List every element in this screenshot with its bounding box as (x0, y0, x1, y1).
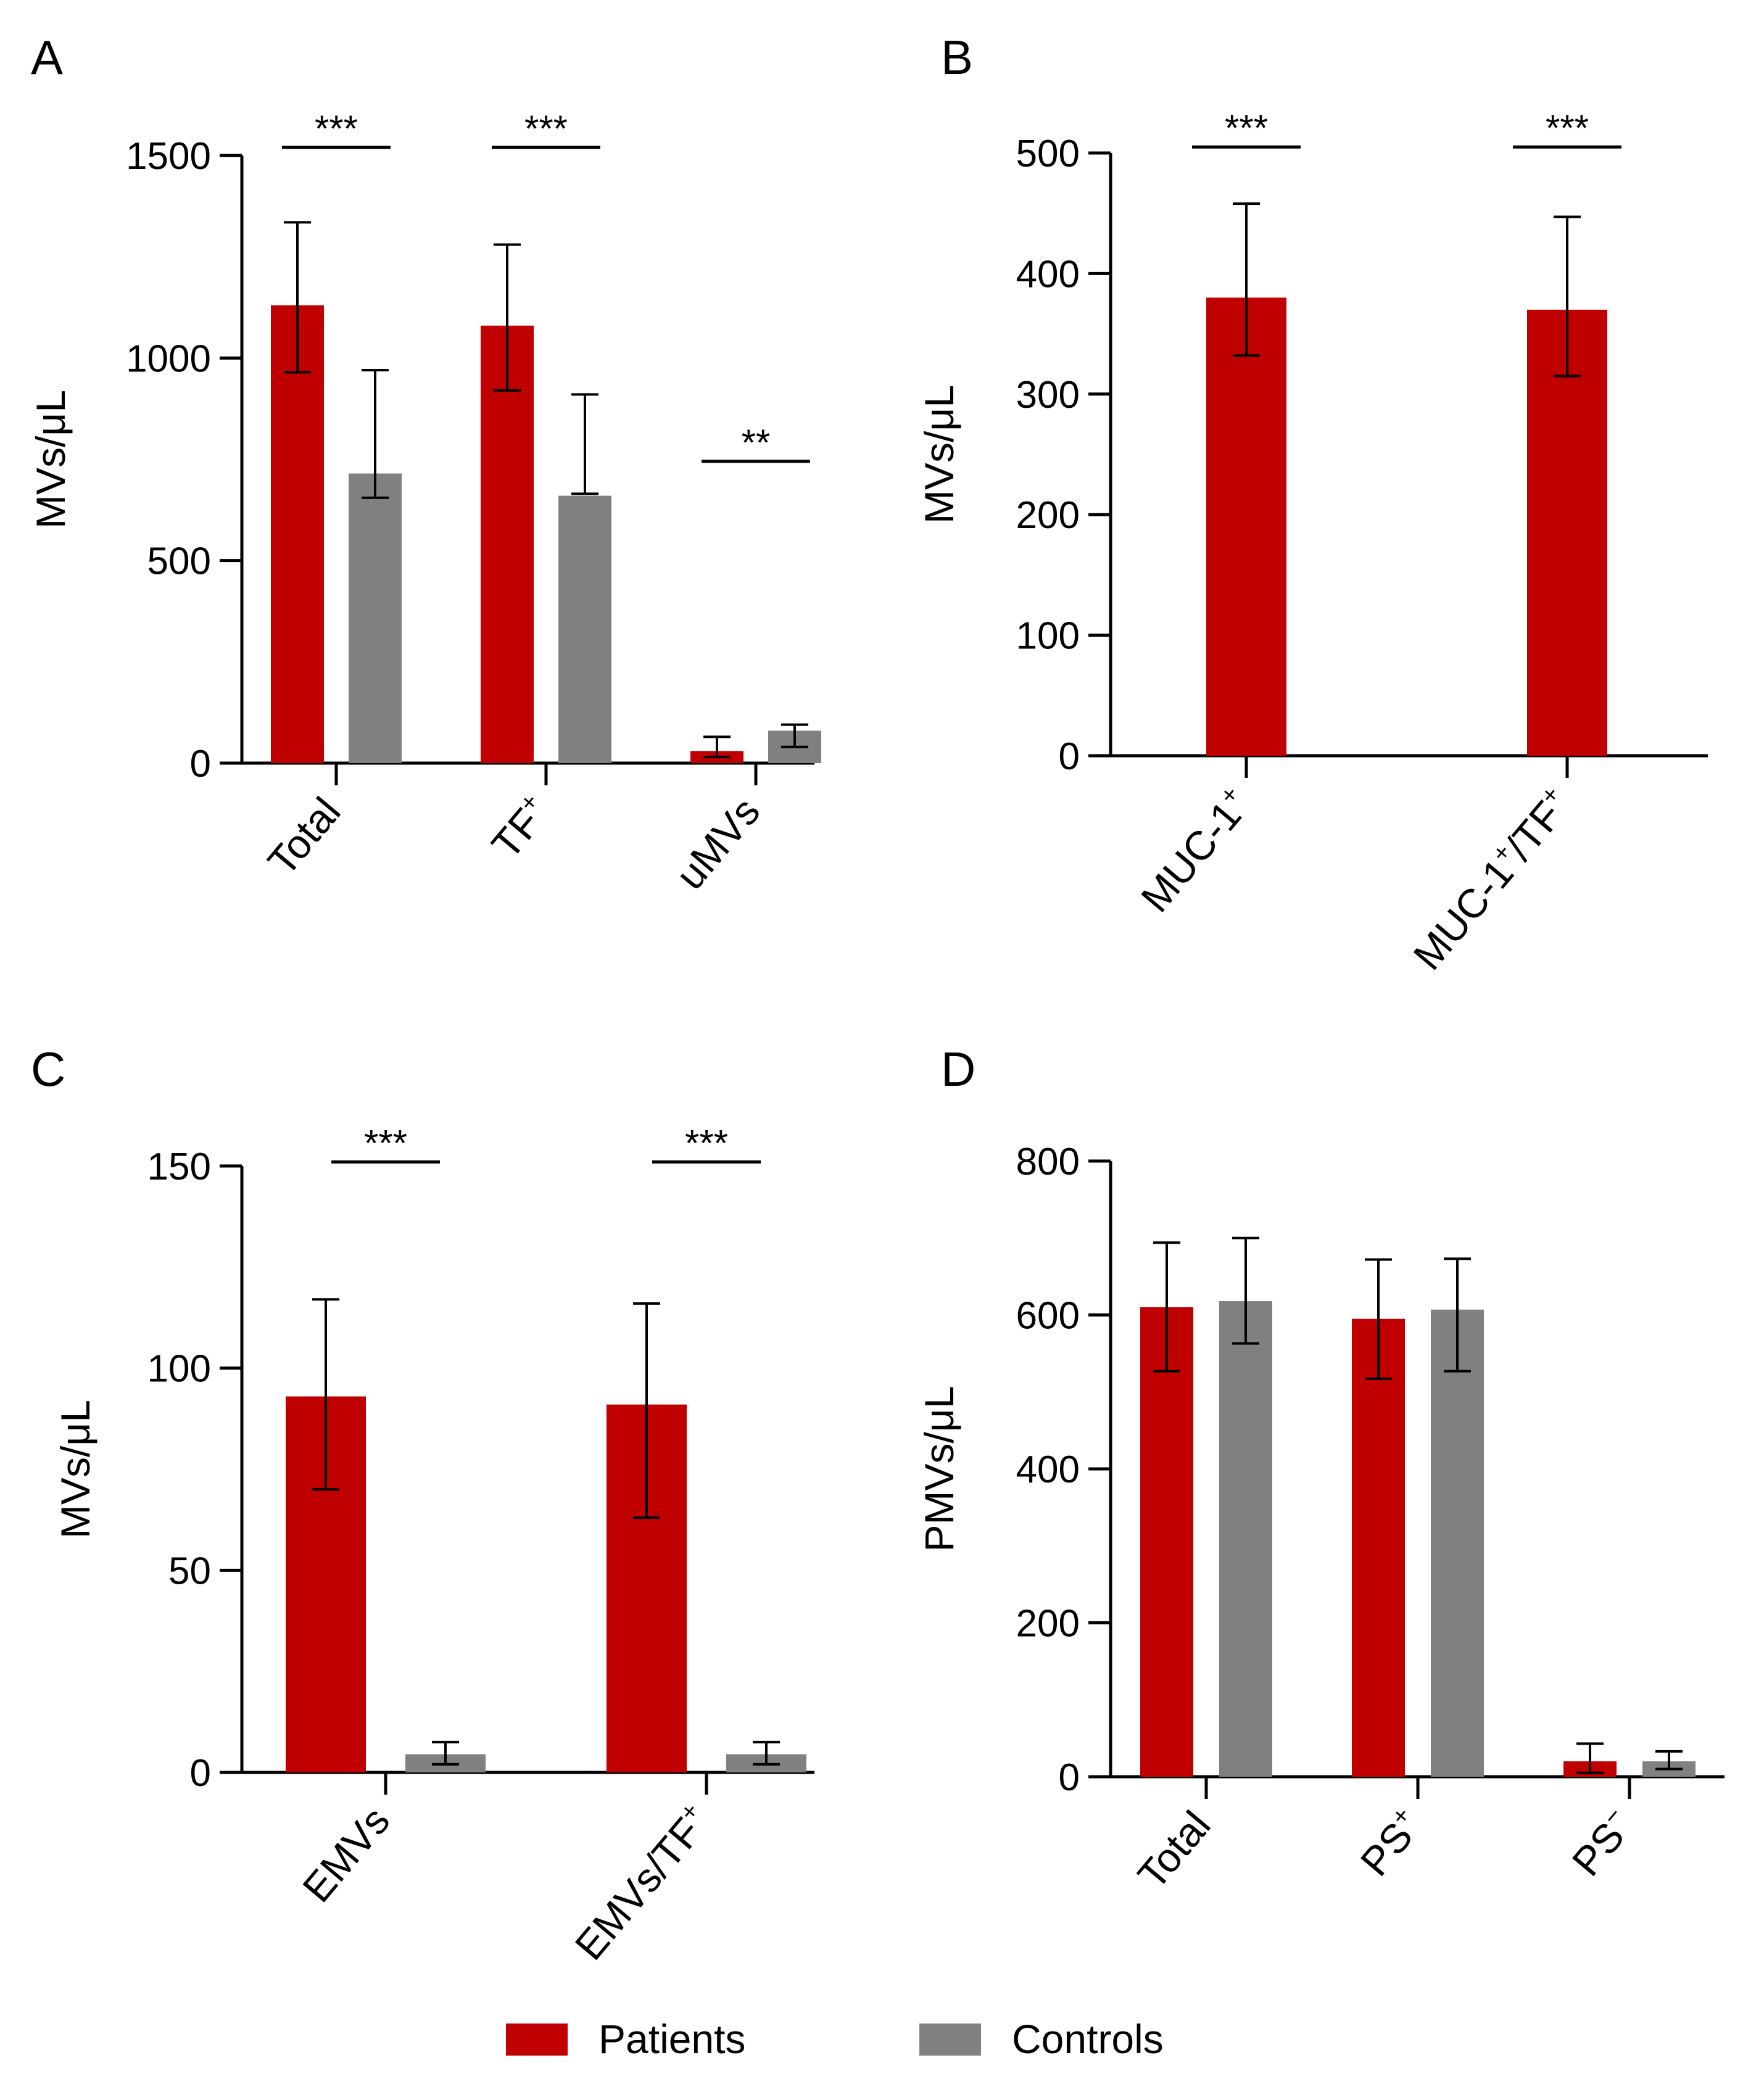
legend-swatch-controls (919, 2024, 981, 2056)
category-label-0: Total (259, 788, 349, 883)
y-tick-label: 100 (1016, 615, 1080, 658)
panel-c: C 0 50 100 150 MVs/μL EMVs EMVs/TF+ *** *** (31, 1042, 814, 1969)
bar-controls-0 (1219, 1301, 1272, 1777)
y-tick-label: 400 (1016, 253, 1080, 296)
category-label-0: EMVs (294, 1798, 399, 1910)
category-label-text: EMVs (294, 1798, 399, 1910)
panel-letter-c: C (31, 1042, 65, 1096)
y-tick-label: 300 (1016, 374, 1080, 416)
y-tick-label: 0 (190, 743, 211, 785)
panel-letter-a: A (31, 30, 63, 85)
y-tick-label: 1500 (126, 135, 211, 178)
y-tick-label: 0 (1059, 735, 1080, 778)
y-tick-label: 200 (1016, 1603, 1080, 1645)
y-tick-label: 800 (1016, 1141, 1080, 1183)
y-tick-label: 1000 (126, 337, 211, 380)
category-label-text: EMVs/TF (566, 1809, 710, 1968)
y-tick-label: 50 (168, 1550, 211, 1592)
bar-controls-1 (1431, 1309, 1484, 1777)
y-tick-label: 0 (190, 1752, 211, 1795)
category-label-0: Total (1128, 1802, 1219, 1897)
significance-label: *** (364, 1122, 407, 1164)
legend-label-controls: Controls (1012, 2016, 1164, 2062)
category-label-text: Total (259, 788, 349, 883)
panel-letter-b: B (941, 30, 973, 85)
category-label-text: MUC-1 (1404, 850, 1522, 978)
category-label-text: MUC-1 (1132, 792, 1250, 920)
y-axis-label: PMVs/μL (916, 1386, 962, 1552)
bar-patients-0 (1206, 297, 1286, 756)
category-label-1: EMVs/TF+ (565, 1798, 719, 1969)
legend-label-patients: Patients (598, 2016, 745, 2062)
y-tick-label: 150 (147, 1146, 211, 1188)
y-tick-label: 600 (1016, 1295, 1080, 1337)
significance-label: *** (1546, 107, 1589, 149)
legend-swatch-patients (506, 2024, 568, 2056)
panel-letter-d: D (941, 1042, 975, 1096)
category-label-1: TF+ (482, 788, 558, 867)
significance-label: *** (685, 1122, 728, 1164)
y-tick-label: 0 (1059, 1756, 1080, 1799)
bar-patients-1 (1352, 1318, 1405, 1777)
y-tick-label: 500 (147, 540, 211, 583)
category-label-text: uMVs (667, 788, 769, 898)
y-tick-label: 100 (147, 1348, 211, 1391)
y-tick-label: 500 (1016, 133, 1080, 175)
panel-d: D 0 200 400 600 800 PMVs/μL Total PS+ PS− (916, 1042, 1725, 1898)
category-label-0: MUC-1+ (1132, 781, 1259, 920)
category-label-text: Total (1128, 1802, 1219, 1897)
bar-patients-0 (271, 305, 324, 763)
significance-label: *** (1225, 107, 1268, 149)
y-axis-label: MVs/μL (916, 385, 962, 524)
y-tick-label: 400 (1016, 1449, 1080, 1491)
bar-patients-1 (481, 325, 534, 763)
significance-label: *** (315, 108, 358, 149)
bar-patients-1 (1527, 310, 1607, 756)
category-label-2: uMVs (667, 788, 769, 898)
significance-label: ** (742, 422, 771, 463)
y-axis-label: MVs/μL (52, 1400, 98, 1539)
bar-patients-0 (1140, 1307, 1193, 1777)
y-axis-label: MVs/μL (28, 390, 73, 529)
y-tick-label: 200 (1016, 494, 1080, 537)
legend: Patients Controls (506, 2016, 1164, 2062)
significance-label: *** (524, 108, 568, 149)
bar-controls-0 (349, 473, 402, 763)
bar-controls-1 (558, 495, 611, 763)
category-label-1: MUC-1+/TF+ (1404, 781, 1580, 978)
panel-b: B 0 100 200 300 400 500 MVs/μL MUC-1+ MUC-1+/TF+ *… (916, 30, 1708, 978)
category-label-1: PS+ (1351, 1802, 1431, 1885)
category-label-2: PS− (1563, 1802, 1642, 1885)
